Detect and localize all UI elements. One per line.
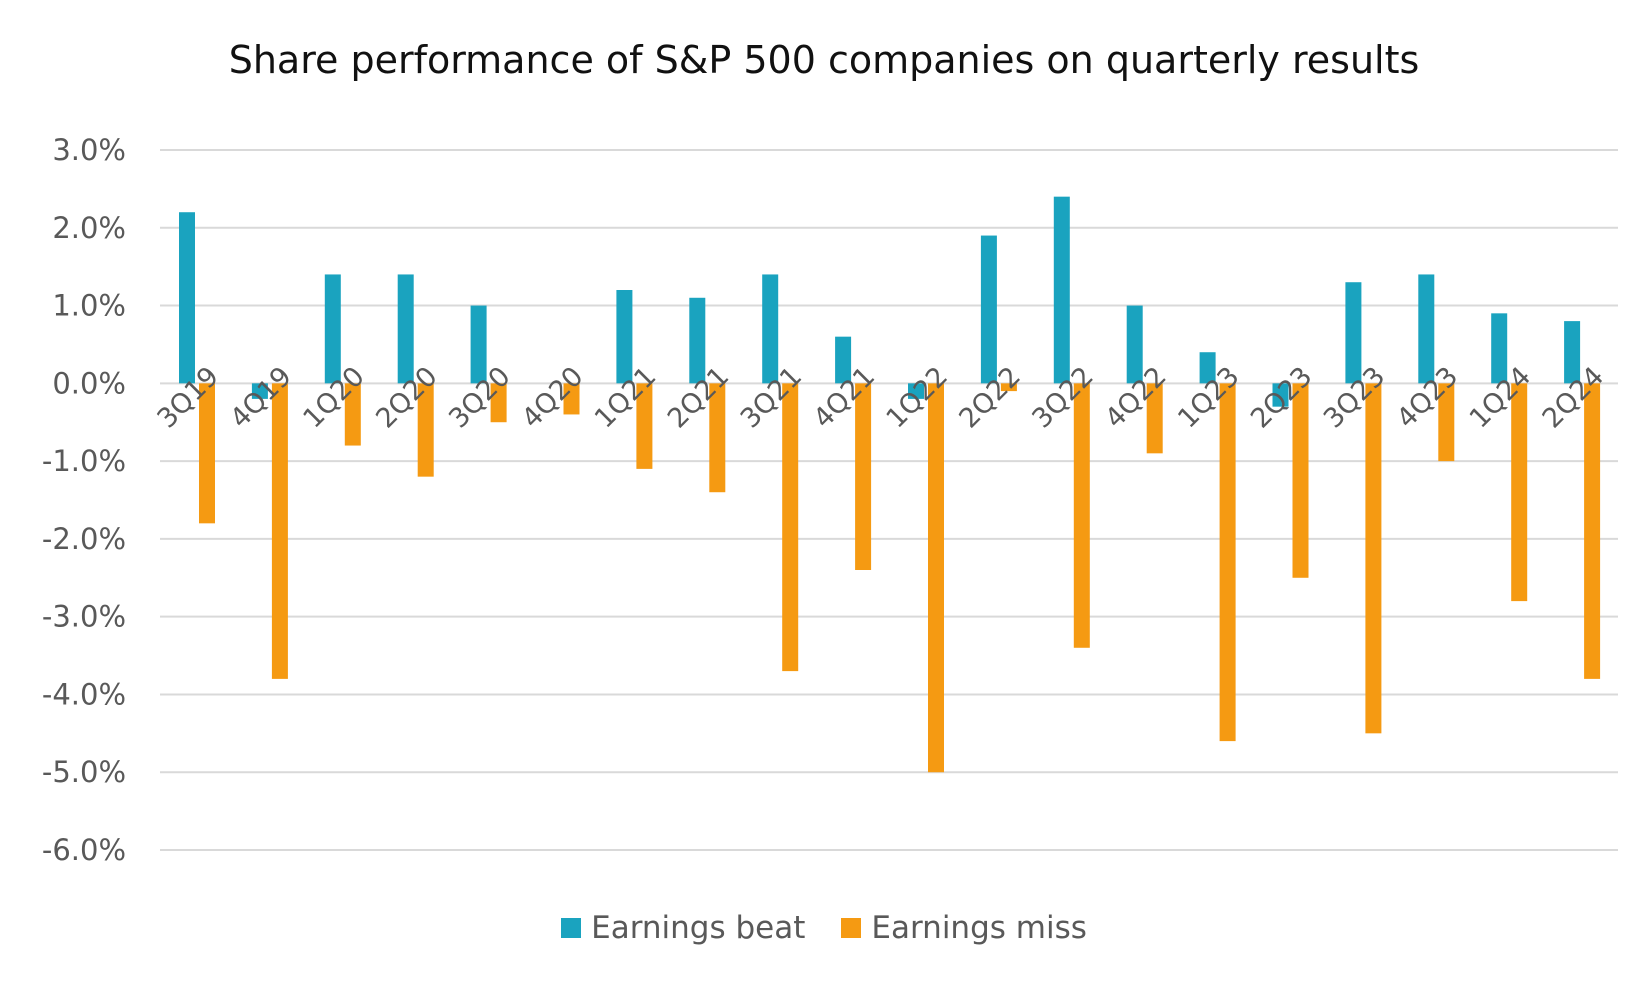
- bar-earnings-miss: [344, 383, 361, 446]
- bar-earnings-miss: [855, 383, 872, 570]
- bar-earnings-miss: [417, 383, 434, 477]
- bar-earnings-miss: [563, 383, 580, 415]
- bar-earnings-beat: [835, 336, 852, 384]
- legend: Earnings beat Earnings miss: [0, 910, 1648, 946]
- legend-label-earnings-beat: Earnings beat: [591, 910, 806, 946]
- bar-earnings-beat: [1491, 313, 1508, 384]
- legend-label-earnings-miss: Earnings miss: [871, 910, 1087, 946]
- y-tick-label: 3.0%: [52, 133, 126, 167]
- bar-earnings-miss: [490, 383, 507, 423]
- bar-earnings-miss: [1219, 383, 1236, 742]
- bar-earnings-miss: [199, 383, 215, 524]
- legend-swatch-earnings-miss: [841, 918, 862, 938]
- bar-earnings-beat: [324, 274, 341, 384]
- bar-earnings-miss: [1584, 383, 1601, 679]
- bar-earnings-miss: [1000, 383, 1017, 392]
- y-tick-label: -2.0%: [42, 522, 126, 556]
- y-tick-label: -5.0%: [42, 755, 126, 789]
- y-tick-label: 2.0%: [52, 211, 126, 245]
- bar-earnings-miss: [271, 383, 288, 679]
- bar-earnings-beat: [1345, 282, 1362, 384]
- bar-earnings-beat: [1126, 305, 1143, 384]
- bar-earnings-beat: [762, 274, 779, 384]
- bar-earnings-beat: [251, 383, 268, 399]
- bar-earnings-beat: [1564, 321, 1581, 384]
- bar-earnings-beat: [1199, 352, 1216, 384]
- bar-earnings-miss: [1438, 383, 1455, 462]
- y-axis-ticks: 3.0% 2.0% 1.0% 0.0% -1.0% -2.0% -3.0% -4.0% -5.0…: [42, 133, 126, 867]
- bars: [179, 196, 1601, 773]
- y-tick-label: -4.0%: [42, 677, 126, 711]
- chart-title: Share performance of S&P 500 companies o…: [228, 38, 1420, 82]
- bar-earnings-miss: [1146, 383, 1163, 454]
- bar-earnings-beat: [908, 383, 924, 399]
- y-tick-label: -1.0%: [42, 444, 126, 478]
- x-axis-ticks: 3Q19 4Q19 1Q20 2Q20 3Q20 4Q20 1Q21 2Q21 3Q21 4Q21…: [152, 361, 1610, 434]
- legend-item-earnings-beat: Earnings beat: [561, 910, 805, 946]
- y-tick-label: -6.0%: [42, 833, 126, 867]
- bar-earnings-miss: [1511, 383, 1528, 602]
- y-tick-label: -3.0%: [42, 600, 126, 634]
- bar-earnings-beat: [179, 212, 195, 384]
- legend-item-earnings-miss: Earnings miss: [841, 910, 1087, 946]
- bar-earnings-miss: [636, 383, 653, 469]
- y-tick-label: 1.0%: [52, 289, 126, 323]
- bar-earnings-miss: [1365, 383, 1382, 734]
- bar-earnings-beat: [397, 274, 414, 384]
- bar-earnings-beat: [980, 235, 997, 384]
- bar-earnings-miss: [709, 383, 726, 493]
- gridlines: [160, 149, 1618, 851]
- y-tick-label: 0.0%: [52, 366, 126, 400]
- bar-earnings-beat: [689, 297, 706, 384]
- legend-swatch-earnings-beat: [561, 918, 582, 938]
- bar-earnings-beat: [1053, 196, 1070, 384]
- bar-earnings-beat: [470, 305, 487, 384]
- bar-earnings-miss: [1292, 383, 1309, 578]
- bar-earnings-miss: [782, 383, 799, 672]
- bar-earnings-miss: [1073, 383, 1090, 648]
- bar-earnings-beat: [616, 290, 633, 384]
- bar-earnings-beat: [1272, 383, 1289, 407]
- bar-earnings-beat: [1418, 274, 1435, 384]
- bar-earnings-miss: [928, 383, 944, 773]
